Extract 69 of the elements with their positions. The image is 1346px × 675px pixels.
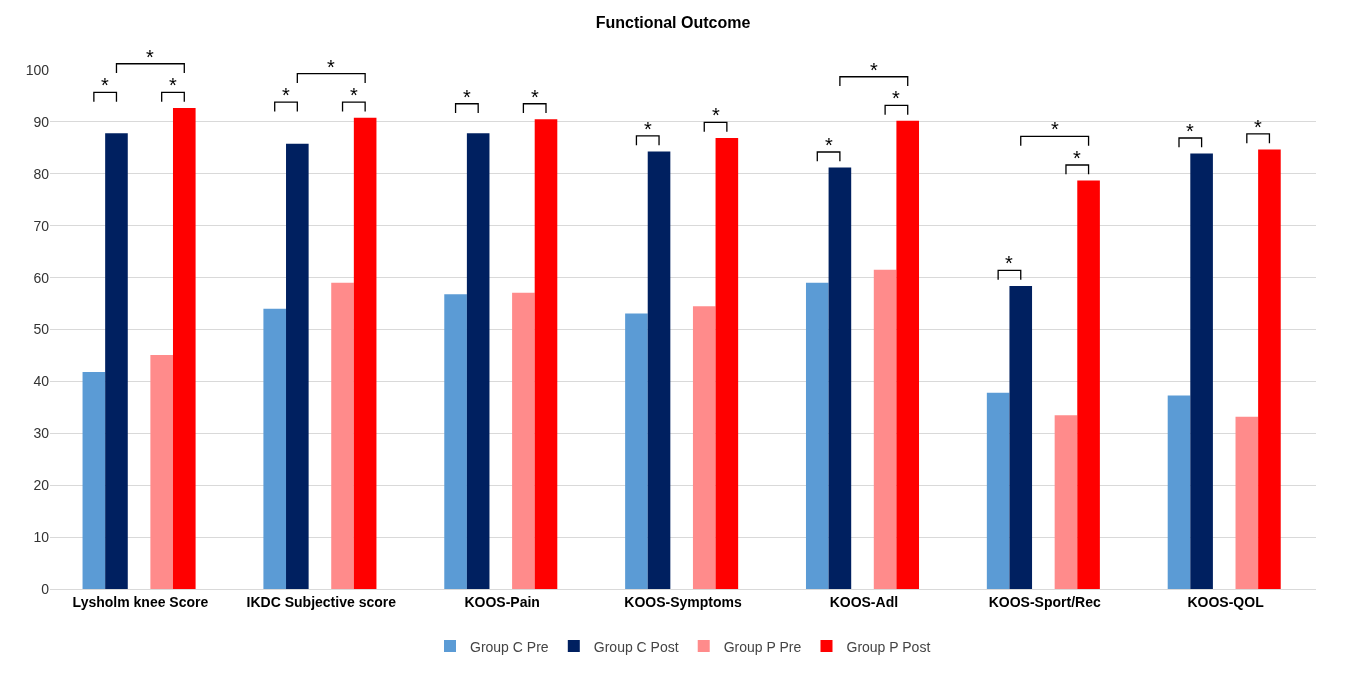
- annotation: *: [169, 74, 177, 96]
- x-tick-label: KOOS-Sport/Rec: [988, 593, 1101, 610]
- annotation: *: [1073, 147, 1081, 169]
- annotation: *: [531, 86, 539, 108]
- bar: [150, 354, 173, 589]
- bar: [512, 292, 535, 589]
- bar: [986, 392, 1010, 589]
- legend-label: Group P Pre: [723, 638, 802, 655]
- bar: [873, 269, 897, 589]
- bar: [82, 372, 106, 589]
- bar: [896, 120, 920, 589]
- y-tick-label: 60: [33, 269, 50, 286]
- y-tick-label: 40: [33, 373, 50, 390]
- chart-title: Functional Outcome: [595, 14, 751, 32]
- legend-label: Group C Pre: [470, 638, 549, 655]
- annotation: *: [350, 84, 358, 106]
- bar: [353, 117, 377, 589]
- x-tick-label: KOOS-QOL: [1187, 593, 1265, 610]
- annotation: *: [712, 104, 720, 126]
- x-tick-label: KOOS-Adl: [829, 593, 899, 610]
- annotation: *: [327, 56, 335, 78]
- bar: [263, 308, 287, 589]
- bar: [331, 282, 354, 589]
- bar: [534, 119, 558, 589]
- annotation: *: [870, 59, 878, 81]
- bar: [1235, 416, 1259, 589]
- x-tick-label: IKDC Subjective score: [246, 593, 397, 610]
- y-tick-label: 50: [33, 321, 50, 338]
- annotation: *: [892, 87, 900, 109]
- bar: [1077, 180, 1100, 589]
- annotation: *: [1186, 120, 1194, 142]
- bar: [466, 133, 490, 589]
- bar: [625, 313, 648, 589]
- y-tick-label: 20: [33, 477, 50, 494]
- bar: [1258, 149, 1281, 589]
- annotation: *: [101, 74, 109, 96]
- annotation: *: [825, 134, 833, 156]
- x-tick-label: KOOS-Pain: [464, 593, 540, 610]
- bar: [828, 167, 852, 589]
- bar: [286, 143, 309, 589]
- y-tick-label: 10: [33, 529, 50, 545]
- legend-label: Group P Post: [846, 638, 931, 655]
- bar: [1167, 395, 1191, 589]
- bar: [105, 133, 128, 589]
- legend-label: Group C Post: [593, 638, 679, 655]
- y-tick-label: 90: [33, 113, 50, 130]
- y-tick-label: 0: [41, 580, 50, 597]
- text: *: [146, 46, 154, 68]
- y-tick-label: 30: [33, 425, 50, 442]
- y-tick-label: 70: [33, 217, 50, 234]
- bar: [1190, 153, 1213, 589]
- bar: [444, 294, 467, 589]
- y-tick-label: 80: [33, 165, 50, 182]
- x-tick-label: KOOS-Symptoms: [624, 593, 742, 610]
- x-tick-label: Lysholm knee Score: [72, 593, 209, 610]
- bar: [692, 306, 716, 589]
- y-tick-label: 100: [25, 61, 50, 78]
- annotation: *: [1051, 118, 1059, 140]
- annotation: *: [1254, 116, 1262, 138]
- bar: [647, 151, 671, 589]
- bar: [1009, 285, 1033, 589]
- bar: [1054, 415, 1078, 589]
- annotation: *: [282, 84, 290, 106]
- bar: [805, 282, 829, 589]
- annotation: *: [644, 118, 652, 140]
- annotation: *: [1005, 252, 1013, 274]
- bar: [715, 137, 739, 589]
- annotation: *: [463, 86, 471, 108]
- bar: [172, 107, 196, 589]
